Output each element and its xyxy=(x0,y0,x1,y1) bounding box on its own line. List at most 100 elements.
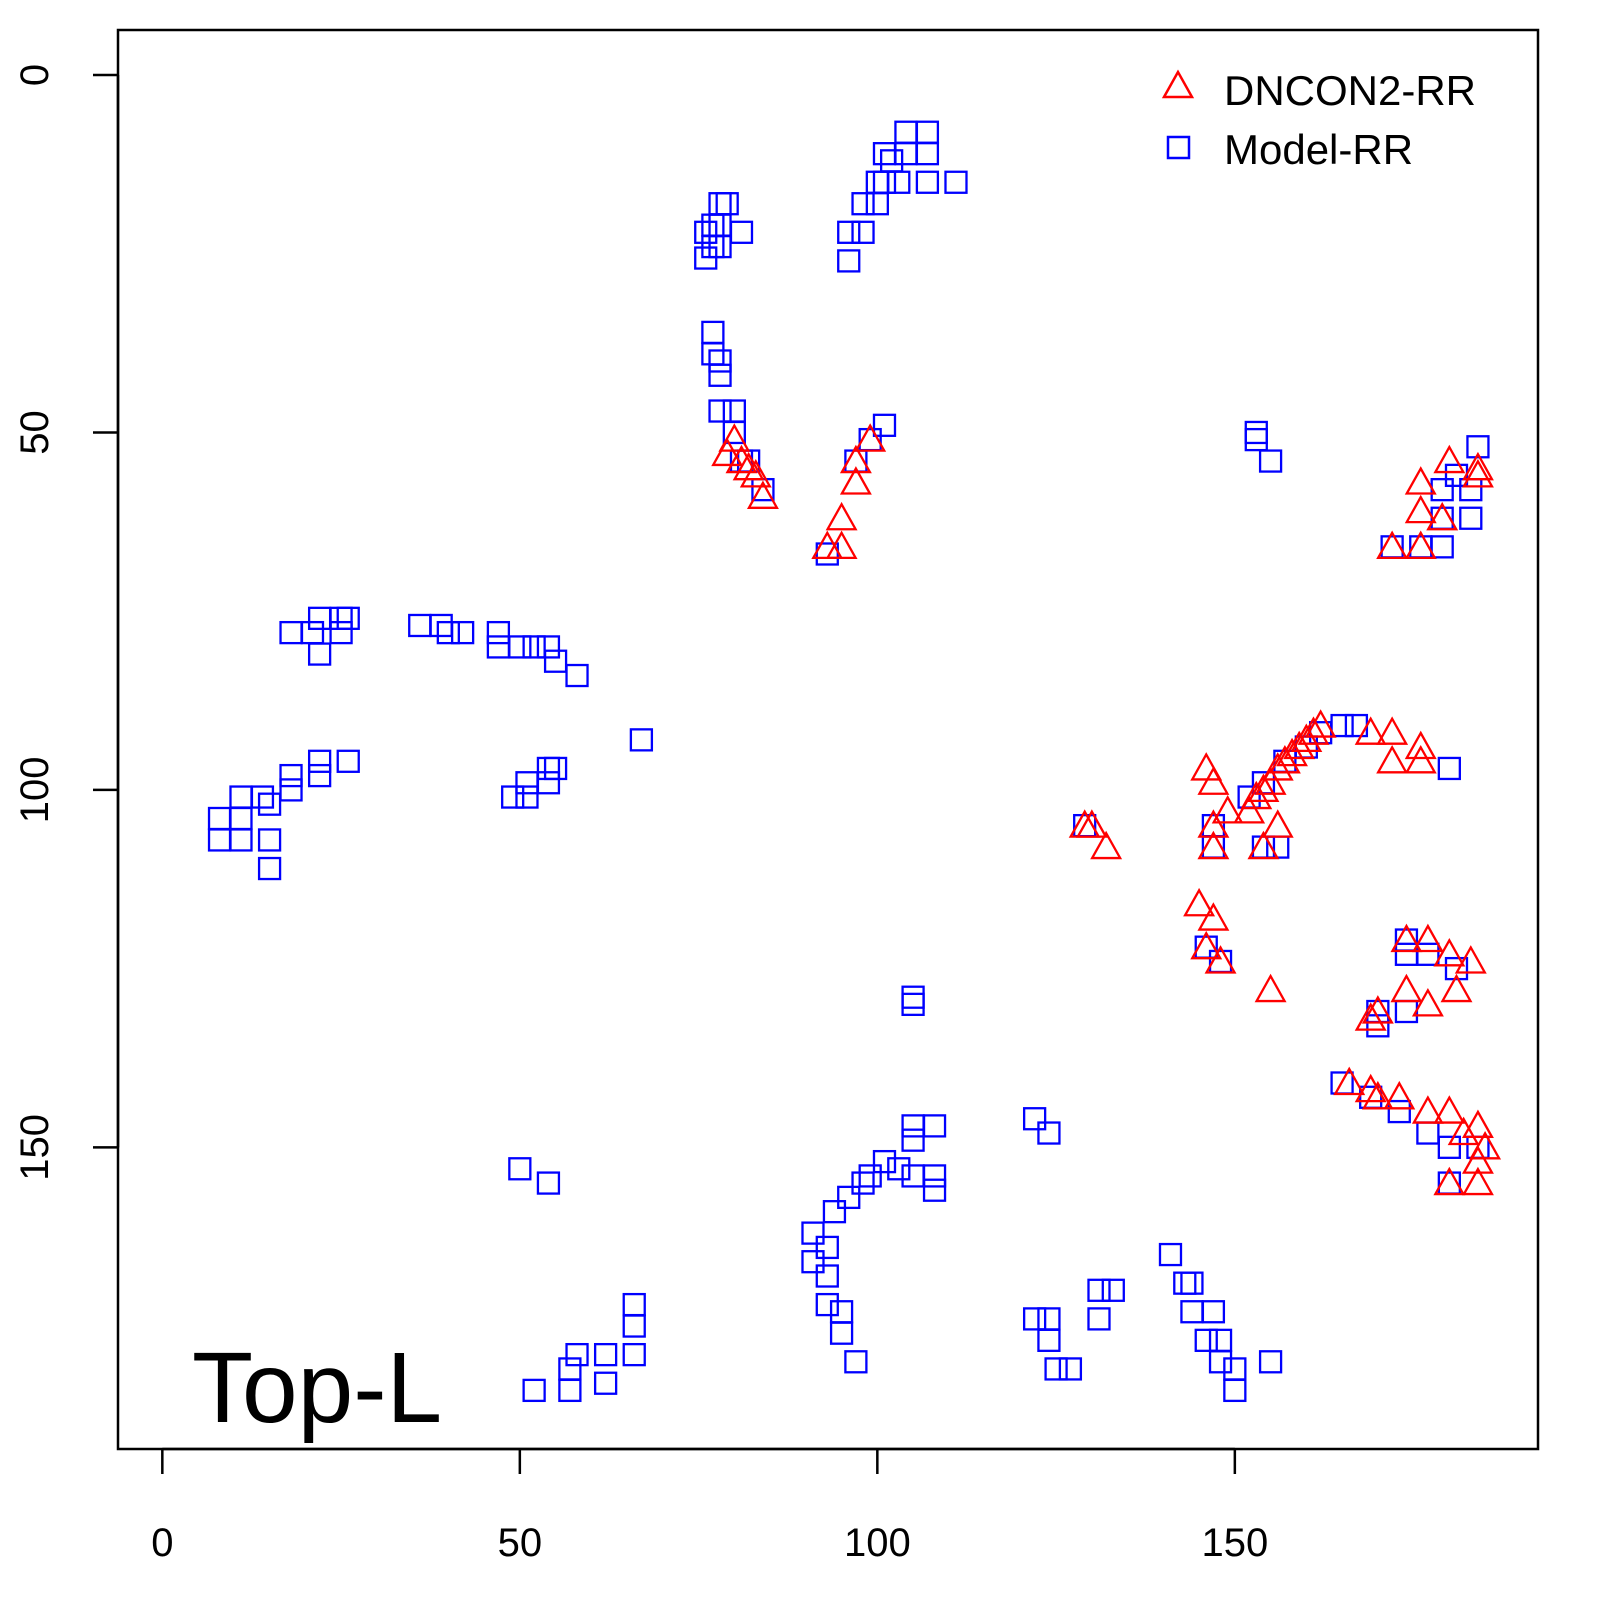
model-rr-point xyxy=(1394,942,1419,966)
dncon2-rr-point xyxy=(1361,995,1394,1024)
model-rr-point xyxy=(1244,427,1268,452)
model-rr-point xyxy=(307,606,332,630)
dncon2-rr-point xyxy=(1297,716,1330,745)
dncon2-rr-point xyxy=(839,444,872,474)
model-rr-point xyxy=(429,613,453,638)
model-rr-point xyxy=(558,1378,582,1403)
model-rr-point xyxy=(729,220,754,244)
model-rr-point xyxy=(257,856,282,881)
dncon2-rr-point xyxy=(1411,923,1444,953)
dncon2-rr-point xyxy=(1247,830,1280,860)
model-rr-point xyxy=(922,1114,947,1138)
y-axis: 0 50 100 150 xyxy=(13,64,120,1181)
model-rr-point xyxy=(1430,478,1454,502)
model-rr-point xyxy=(922,1178,947,1202)
model-rr-point xyxy=(279,778,303,802)
dncon2-rr-point xyxy=(1197,830,1230,860)
model-rr-point xyxy=(515,785,539,809)
model-rr-point xyxy=(1180,1300,1204,1324)
dncon2-rr-point xyxy=(1404,494,1437,524)
dncon2-rr-point xyxy=(1454,945,1487,974)
model-rr-point xyxy=(851,220,875,244)
dncon2-rr-point xyxy=(1433,444,1466,474)
dncon2-rr-point xyxy=(1268,744,1301,774)
model-rr-point xyxy=(1022,1107,1047,1131)
model-rr-point xyxy=(708,399,732,423)
model-rr-point xyxy=(515,771,539,795)
dncon2-rr-point xyxy=(732,451,765,481)
model-rr-point xyxy=(1258,449,1283,473)
dncon2-rr-point xyxy=(825,501,858,531)
model-rr-point xyxy=(894,120,918,144)
model-rr-point xyxy=(708,234,732,259)
model-rr-point xyxy=(257,828,282,852)
dncon2-rr-point xyxy=(1361,1080,1394,1110)
model-rr-point xyxy=(229,806,253,831)
model-rr-point xyxy=(801,1250,825,1274)
model-rr-point xyxy=(715,192,739,216)
x-tick-label: 50 xyxy=(498,1521,543,1565)
x-tick-label: 0 xyxy=(151,1521,173,1565)
model-rr-point xyxy=(901,1114,925,1138)
dncon2-rr-point xyxy=(1197,766,1230,795)
model-rr-point xyxy=(865,170,889,194)
dncon2-rr-point xyxy=(811,530,844,559)
y-tick-label: 0 xyxy=(13,64,57,86)
model-rr-point xyxy=(1437,756,1461,781)
model-rr-point xyxy=(229,828,253,852)
model-rr-point xyxy=(1223,1357,1247,1381)
model-rr-point xyxy=(894,142,918,166)
model-rr-point xyxy=(1459,506,1483,530)
model-rr-point xyxy=(450,620,475,645)
model-rr-point xyxy=(508,635,532,659)
dncon2-rr-point xyxy=(1304,709,1337,738)
dncon2-rr-point xyxy=(1197,809,1230,838)
dncon2-rr-point xyxy=(1197,902,1230,931)
dncon2-rr-point xyxy=(1404,730,1437,760)
dncon2-rr-point xyxy=(1290,723,1323,753)
model-rr-point xyxy=(622,1342,646,1367)
model-rr-point xyxy=(536,756,561,781)
dncon2-rr-point xyxy=(1211,794,1244,824)
model-rr-point xyxy=(336,749,360,773)
model-rr-point xyxy=(922,1164,947,1188)
y-tick-label: 150 xyxy=(13,1114,57,1181)
model-rr-point xyxy=(508,1157,532,1181)
model-rr-point xyxy=(915,120,940,144)
model-rr-point xyxy=(622,1292,646,1317)
model-rr-point xyxy=(257,792,282,816)
x-axis: 0 50 100 150 xyxy=(151,1447,1268,1565)
model-rr-point xyxy=(865,192,889,216)
model-rr-point xyxy=(1223,1378,1247,1403)
model-rr-point xyxy=(279,763,303,788)
dncon2-rr-point xyxy=(1461,1166,1494,1196)
model-rr-point xyxy=(486,635,511,659)
model-rr-point xyxy=(872,170,897,194)
dncon2-rr-point xyxy=(1233,794,1266,824)
dncon2-rr-point xyxy=(1376,716,1409,745)
model-rr-point xyxy=(536,771,561,795)
dncon2-rr-point xyxy=(1447,1116,1480,1146)
dncon2-rr-point xyxy=(711,437,744,467)
model-rr-point xyxy=(250,785,275,809)
x-tick-label: 150 xyxy=(1201,1521,1268,1565)
dncon2-rr-point xyxy=(1204,945,1237,974)
dncon2-rr-point xyxy=(1383,1080,1416,1110)
model-rr-point xyxy=(901,985,925,1009)
model-rr-point xyxy=(708,192,732,216)
model-rr-point xyxy=(944,170,968,194)
model-rr-point xyxy=(708,213,732,237)
dncon2-rr-point xyxy=(1254,973,1287,1003)
model-rr-point xyxy=(801,1221,825,1245)
model-rr-point xyxy=(522,635,546,659)
model-rr-point xyxy=(872,142,897,166)
dncon2-rr-point xyxy=(1090,830,1123,860)
legend-label-dncon2: DNCON2-RR xyxy=(1224,67,1476,114)
model-rr-point xyxy=(851,192,875,216)
model-rr-point xyxy=(1387,1099,1411,1124)
dncon2-rr-point xyxy=(1354,716,1387,745)
model-rr-point xyxy=(1037,1307,1061,1331)
model-rr-point xyxy=(822,1200,847,1224)
model-rr-point xyxy=(1044,1357,1068,1381)
model-rr-point xyxy=(1244,420,1268,445)
